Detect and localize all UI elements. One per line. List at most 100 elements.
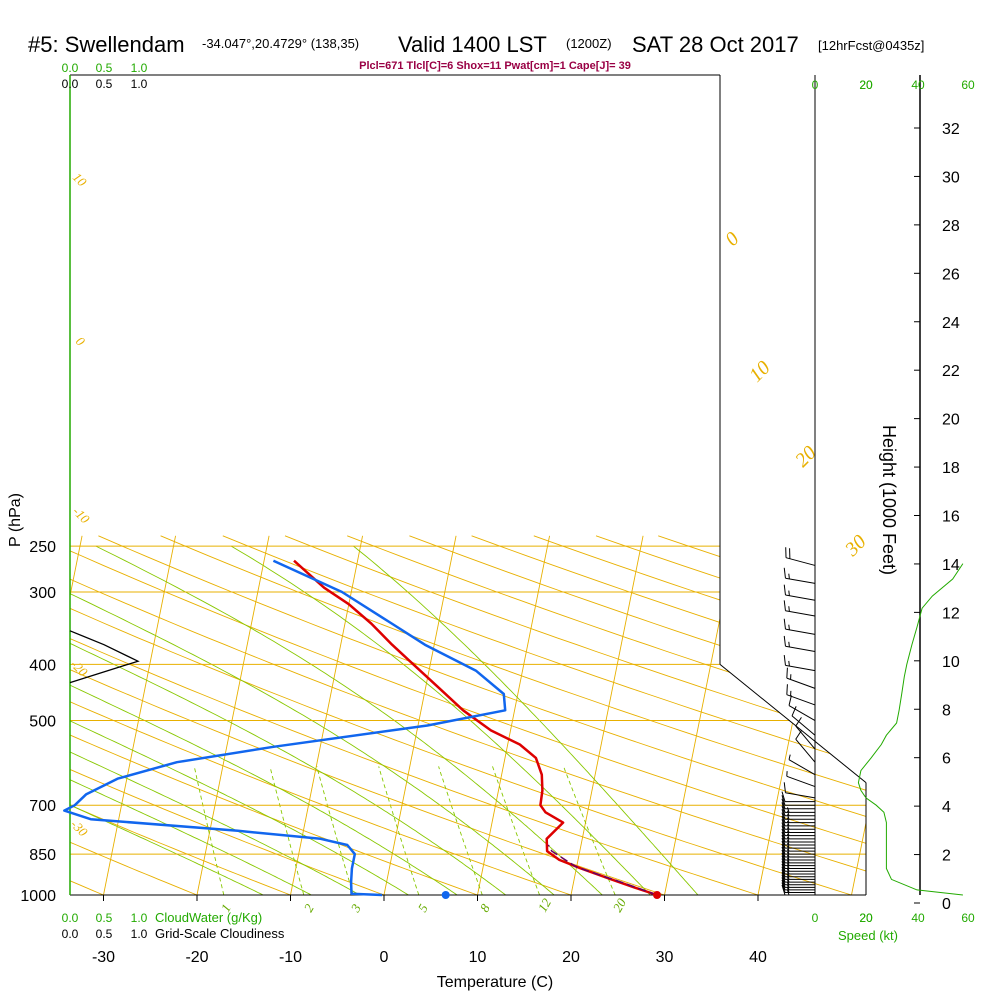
wind-barb xyxy=(781,822,815,833)
moist-adiabat-line xyxy=(70,545,429,895)
moist-adiabat-line xyxy=(353,545,710,895)
barb-half xyxy=(787,830,790,836)
speed-bottom-tick-green: 20 xyxy=(859,911,873,925)
pressure-tick-label: 400 xyxy=(29,657,56,674)
valid-time: Valid 1400 LST xyxy=(398,32,547,57)
mixing-ratio-label: 12 xyxy=(535,895,555,914)
dry-adiabat-line xyxy=(70,535,323,895)
barb-flag xyxy=(781,858,786,869)
cloudiness-top-tick: 1.0 xyxy=(131,77,148,91)
barb-flag xyxy=(781,882,786,893)
dry-adiabat-label: 10 xyxy=(70,170,90,190)
barb-half xyxy=(787,820,790,827)
barb-half xyxy=(787,836,790,843)
barb-flag xyxy=(781,822,786,833)
wind-barb xyxy=(786,771,816,788)
barb-flag xyxy=(781,863,786,875)
dry-adiabat-label: -20 xyxy=(68,657,91,680)
speed-bottom-tick: 0 xyxy=(812,911,819,925)
height-tick-label: 16 xyxy=(942,509,960,526)
y-axis-label: P (hPa) xyxy=(7,493,24,547)
speed-top-tick-green: 40 xyxy=(911,78,925,92)
barb-half xyxy=(788,573,790,579)
height-tick-label: 22 xyxy=(942,363,960,380)
barb-flag xyxy=(781,846,786,858)
isotherm-line xyxy=(568,535,644,895)
wind-barb xyxy=(781,837,815,849)
isotherm-line xyxy=(943,536,1000,907)
wind-barb xyxy=(781,802,815,813)
frame-diagonal xyxy=(719,663,867,784)
wind-barb xyxy=(788,695,816,721)
wind-barb xyxy=(786,684,816,706)
height-tick-label: 2 xyxy=(942,848,951,865)
barb-staff xyxy=(785,628,816,635)
x-tick-label: 10 xyxy=(469,949,487,966)
isotherm-line xyxy=(194,535,270,895)
isotherm-label: 20 xyxy=(791,442,821,472)
wind-barb xyxy=(788,754,816,776)
valid-date: SAT 28 Oct 2017 xyxy=(632,32,799,57)
barb-flag xyxy=(788,695,792,706)
x-tick-label: 20 xyxy=(562,949,580,966)
x-tick-label: 0 xyxy=(380,949,389,966)
height-tick-label: 10 xyxy=(942,654,960,671)
cloudwater-label: CloudWater (g/Kg) xyxy=(155,910,262,925)
barb-half xyxy=(787,839,790,846)
pressure-tick-label: 700 xyxy=(29,798,56,815)
height-tick-label: 28 xyxy=(942,218,960,235)
wind-barb xyxy=(781,809,815,820)
cloudwater-bottom-tick: 0.0 xyxy=(62,911,79,925)
barb-half xyxy=(787,824,790,830)
barb-flag xyxy=(781,861,786,872)
cloudiness-top-tick: 0.0 xyxy=(62,77,79,91)
cloudiness-line xyxy=(69,630,140,684)
wind-barbs xyxy=(781,547,816,896)
dry-adiabat-line xyxy=(70,535,702,895)
height-tick-label: 8 xyxy=(942,702,951,719)
dry-adiabat-line xyxy=(70,535,797,895)
barb-half xyxy=(787,810,790,816)
speed-bottom-tick: 20 xyxy=(859,911,873,925)
station-coords: -34.047°,20.4729° (138,35) xyxy=(202,36,359,51)
barb-flag xyxy=(786,667,788,679)
mixing-ratio-label: 5 xyxy=(415,901,431,915)
barb-half xyxy=(788,606,790,612)
dry-adiabat-line xyxy=(70,535,866,895)
barb-flag xyxy=(783,635,786,647)
height-tick-label: 0 xyxy=(942,896,951,913)
barb-flag xyxy=(781,852,786,863)
barb-flag xyxy=(781,837,786,849)
dry-adiabat-line xyxy=(98,535,866,895)
speed-bottom-tick-green: 40 xyxy=(911,911,925,925)
barb-flag xyxy=(781,874,786,885)
moist-adiabat-line xyxy=(70,545,336,895)
isotherm-line xyxy=(100,535,177,895)
isotherm-line xyxy=(848,535,866,895)
height-tick-label: 30 xyxy=(942,169,960,186)
y2-axis-label: Height (1000 Feet) xyxy=(879,425,899,575)
isotherm-label: 10 xyxy=(745,357,775,387)
thermo-grid xyxy=(70,535,1000,907)
barb-flag xyxy=(781,879,786,891)
sounding-series xyxy=(63,559,964,899)
mixing-ratio-label: 2 xyxy=(301,901,317,915)
barb-half xyxy=(788,660,790,667)
barb-flag xyxy=(781,871,786,883)
pressure-tick-label: 500 xyxy=(29,714,56,731)
pressure-tick-label: 1000 xyxy=(20,888,56,905)
dry-adiabat-line xyxy=(70,535,608,895)
forecast-info: [12hrFcst@0435z] xyxy=(818,38,924,53)
dry-adiabat-line xyxy=(844,535,866,895)
wind-barb xyxy=(781,795,815,806)
mixing-ratio-line xyxy=(316,766,354,895)
temperature-line xyxy=(293,559,658,897)
cloudiness-bottom-tick: 1.0 xyxy=(131,927,148,941)
barb-half xyxy=(787,833,790,839)
barb-flag xyxy=(781,791,786,802)
mixing-ratio-line xyxy=(492,766,541,895)
mixing-ratio-line xyxy=(269,766,305,895)
mixing-ratio-label: 8 xyxy=(477,901,493,915)
wind-barb xyxy=(781,828,815,840)
wind-barb xyxy=(781,825,815,837)
